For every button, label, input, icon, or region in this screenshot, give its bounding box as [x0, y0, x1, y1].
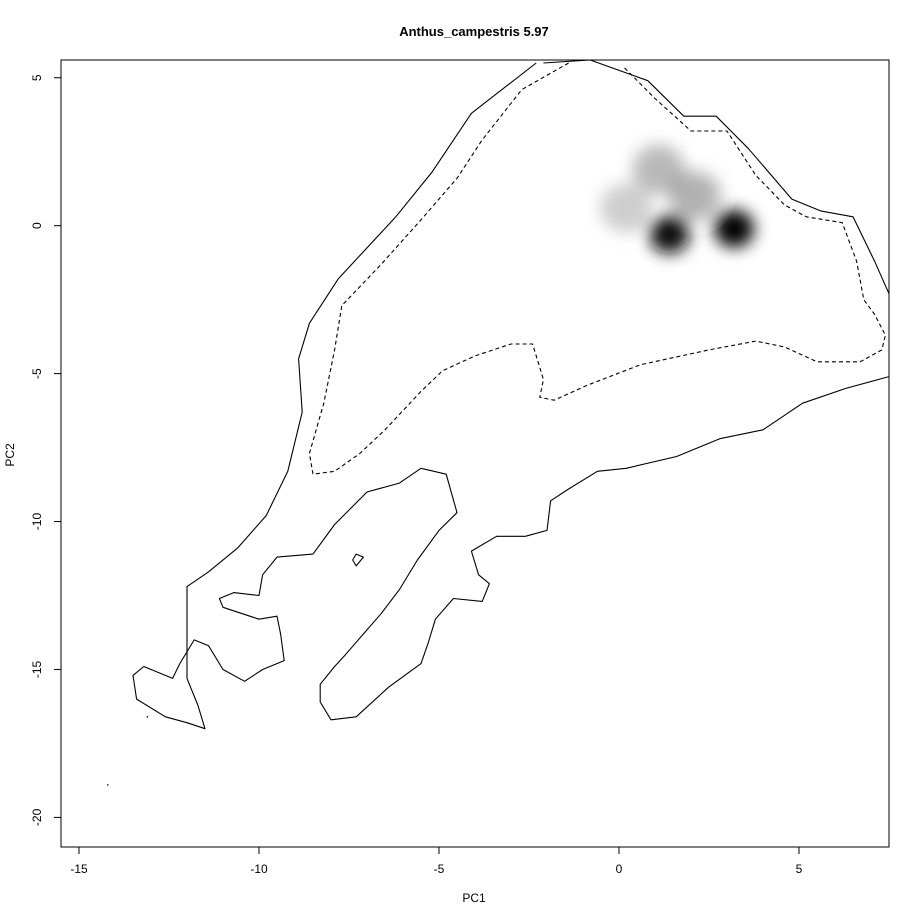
contour-line — [132, 62, 537, 730]
stray-point — [107, 784, 109, 786]
density-blobs — [600, 144, 755, 254]
x-axis: -15 -10 -5 0 5 — [70, 847, 803, 876]
contour-line — [352, 553, 364, 567]
y-tick-label: 5 — [30, 74, 44, 81]
x-axis-title: PC1 — [462, 891, 486, 905]
y-axis-title: PC2 — [3, 443, 17, 467]
y-axis: 5 0 -5 -10 -15 -20 — [30, 74, 61, 826]
stray-point — [146, 716, 149, 718]
y-tick-label: -20 — [30, 808, 44, 826]
contour-dashed — [308, 62, 886, 475]
density-peak — [714, 209, 755, 248]
x-tick-label: -15 — [70, 862, 88, 876]
y-tick-label: -5 — [30, 368, 44, 379]
x-tick-label: 0 — [616, 862, 623, 876]
chart-title: Anthus_campestris 5.97 — [399, 24, 549, 39]
density-peak — [632, 144, 685, 195]
y-tick-label: -10 — [30, 513, 44, 531]
y-tick-label: 0 — [30, 222, 44, 229]
contour-layer — [107, 60, 889, 786]
contour-line — [543, 60, 889, 294]
x-tick-label: -5 — [434, 862, 445, 876]
x-tick-label: -10 — [250, 862, 268, 876]
density-peak — [649, 215, 690, 254]
density-peak — [600, 183, 653, 233]
contour-line — [179, 376, 889, 721]
density-layer — [600, 144, 755, 254]
plot-frame — [60, 59, 890, 848]
x-tick-label: 5 — [796, 862, 803, 876]
y-tick-label: -15 — [30, 660, 44, 678]
density-peak — [668, 171, 721, 221]
